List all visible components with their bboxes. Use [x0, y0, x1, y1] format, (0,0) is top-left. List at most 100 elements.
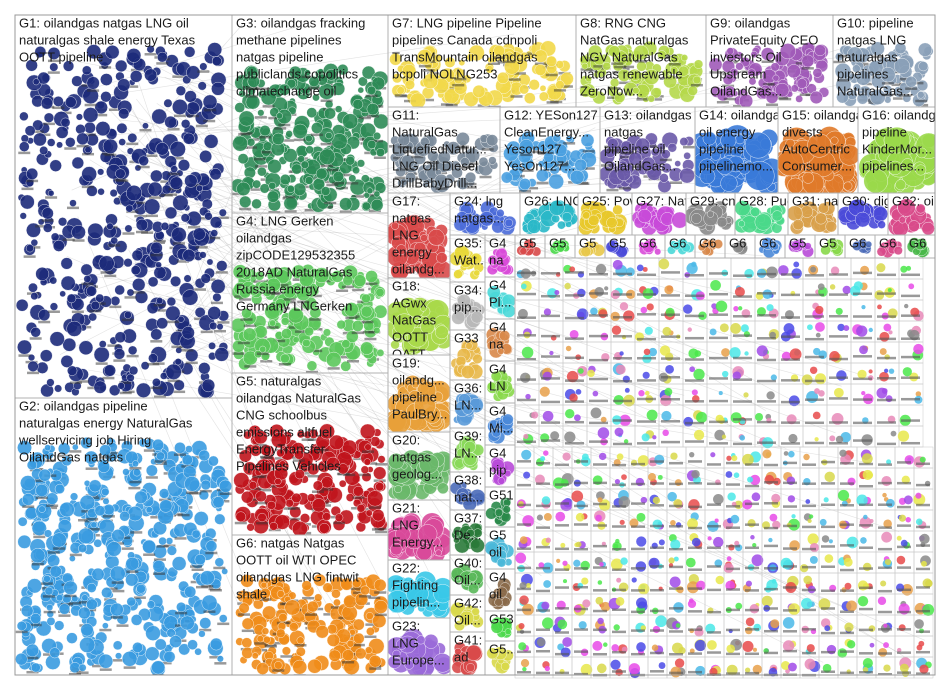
node: [50, 232, 60, 242]
node-label: [358, 116, 371, 120]
node-label: [859, 462, 873, 466]
node: [336, 319, 347, 330]
node-label: [707, 588, 721, 592]
node-label: [69, 381, 82, 384]
node-label: [308, 86, 321, 90]
node: [181, 119, 191, 129]
node-label: [243, 324, 256, 328]
node-label: [326, 183, 339, 187]
node: [373, 326, 381, 334]
node-label: [78, 601, 91, 604]
node: [238, 90, 246, 98]
node-label: [204, 108, 217, 112]
node: [326, 456, 340, 471]
node-label: [373, 156, 386, 159]
node: [595, 596, 604, 605]
node-label: [283, 507, 296, 510]
node-label: [154, 460, 167, 463]
node: [130, 70, 143, 83]
node: [881, 531, 893, 543]
node-label: [901, 355, 920, 359]
node: [756, 307, 766, 317]
node: [264, 303, 281, 320]
group-label-line: LiquefiedNatur...: [392, 142, 487, 157]
node: [254, 325, 268, 339]
node-label: [209, 656, 222, 659]
node-label: [805, 355, 824, 359]
node-label: [76, 671, 89, 674]
node: [198, 362, 211, 375]
node: [862, 658, 873, 669]
node-label: [764, 567, 778, 570]
node-label: [901, 337, 920, 340]
node: [304, 176, 314, 185]
node: [729, 347, 741, 359]
node: [919, 664, 929, 674]
node: [286, 78, 297, 89]
node: [652, 435, 657, 440]
group-label-line: DrillBabyDrill...: [392, 176, 477, 191]
node-label: [95, 113, 108, 117]
node: [520, 372, 531, 383]
node: [801, 597, 813, 610]
node: [184, 90, 197, 103]
node: [564, 282, 571, 290]
node: [208, 455, 219, 467]
node: [575, 388, 582, 395]
node: [125, 573, 139, 587]
node: [110, 236, 119, 245]
node-label: [252, 475, 265, 479]
node: [903, 495, 913, 505]
node: [62, 60, 75, 72]
node-label: [685, 379, 704, 382]
node: [276, 112, 283, 120]
group-label-line: Germany LNGerken: [236, 299, 352, 314]
node-label: [764, 629, 778, 633]
node-label: [733, 400, 752, 403]
node-label: [26, 179, 39, 183]
node-label: [555, 671, 569, 675]
node-label: [135, 230, 148, 234]
node: [611, 644, 619, 652]
node-label: [555, 483, 569, 486]
node-label: [81, 185, 94, 189]
node-label: [268, 211, 281, 213]
node-label: [565, 420, 584, 424]
node: [200, 273, 211, 284]
node: [41, 207, 54, 220]
node: [283, 148, 298, 163]
node-label: [840, 610, 854, 614]
node-label: [802, 565, 816, 569]
node: [594, 286, 605, 297]
node: [372, 509, 385, 522]
node-label: [783, 630, 797, 633]
node: [232, 135, 248, 152]
node-label: [234, 295, 247, 298]
node: [691, 261, 697, 268]
node: [30, 662, 41, 673]
node: [562, 452, 571, 461]
node: [118, 138, 126, 146]
node-label: [122, 232, 135, 235]
node: [30, 613, 42, 624]
node-label: [238, 132, 251, 136]
node: [781, 661, 790, 670]
node-label: [781, 273, 800, 276]
node: [363, 192, 371, 199]
node-label: [745, 546, 759, 550]
group-label-line: oilandgas: [236, 231, 292, 246]
node-label: [661, 420, 680, 423]
edge: [89, 159, 921, 667]
node: [557, 619, 568, 630]
node: [735, 602, 743, 610]
node: [719, 323, 729, 333]
node: [219, 479, 232, 493]
node: [824, 471, 835, 483]
node: [640, 625, 647, 631]
node-label: [631, 567, 645, 570]
node-label: [574, 672, 588, 676]
node-label: [336, 355, 349, 359]
node: [809, 555, 818, 564]
node: [762, 449, 772, 459]
